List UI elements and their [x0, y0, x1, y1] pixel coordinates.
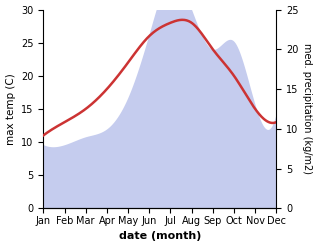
X-axis label: date (month): date (month): [119, 231, 201, 242]
Y-axis label: med. precipitation (kg/m2): med. precipitation (kg/m2): [302, 43, 313, 174]
Y-axis label: max temp (C): max temp (C): [5, 73, 16, 145]
